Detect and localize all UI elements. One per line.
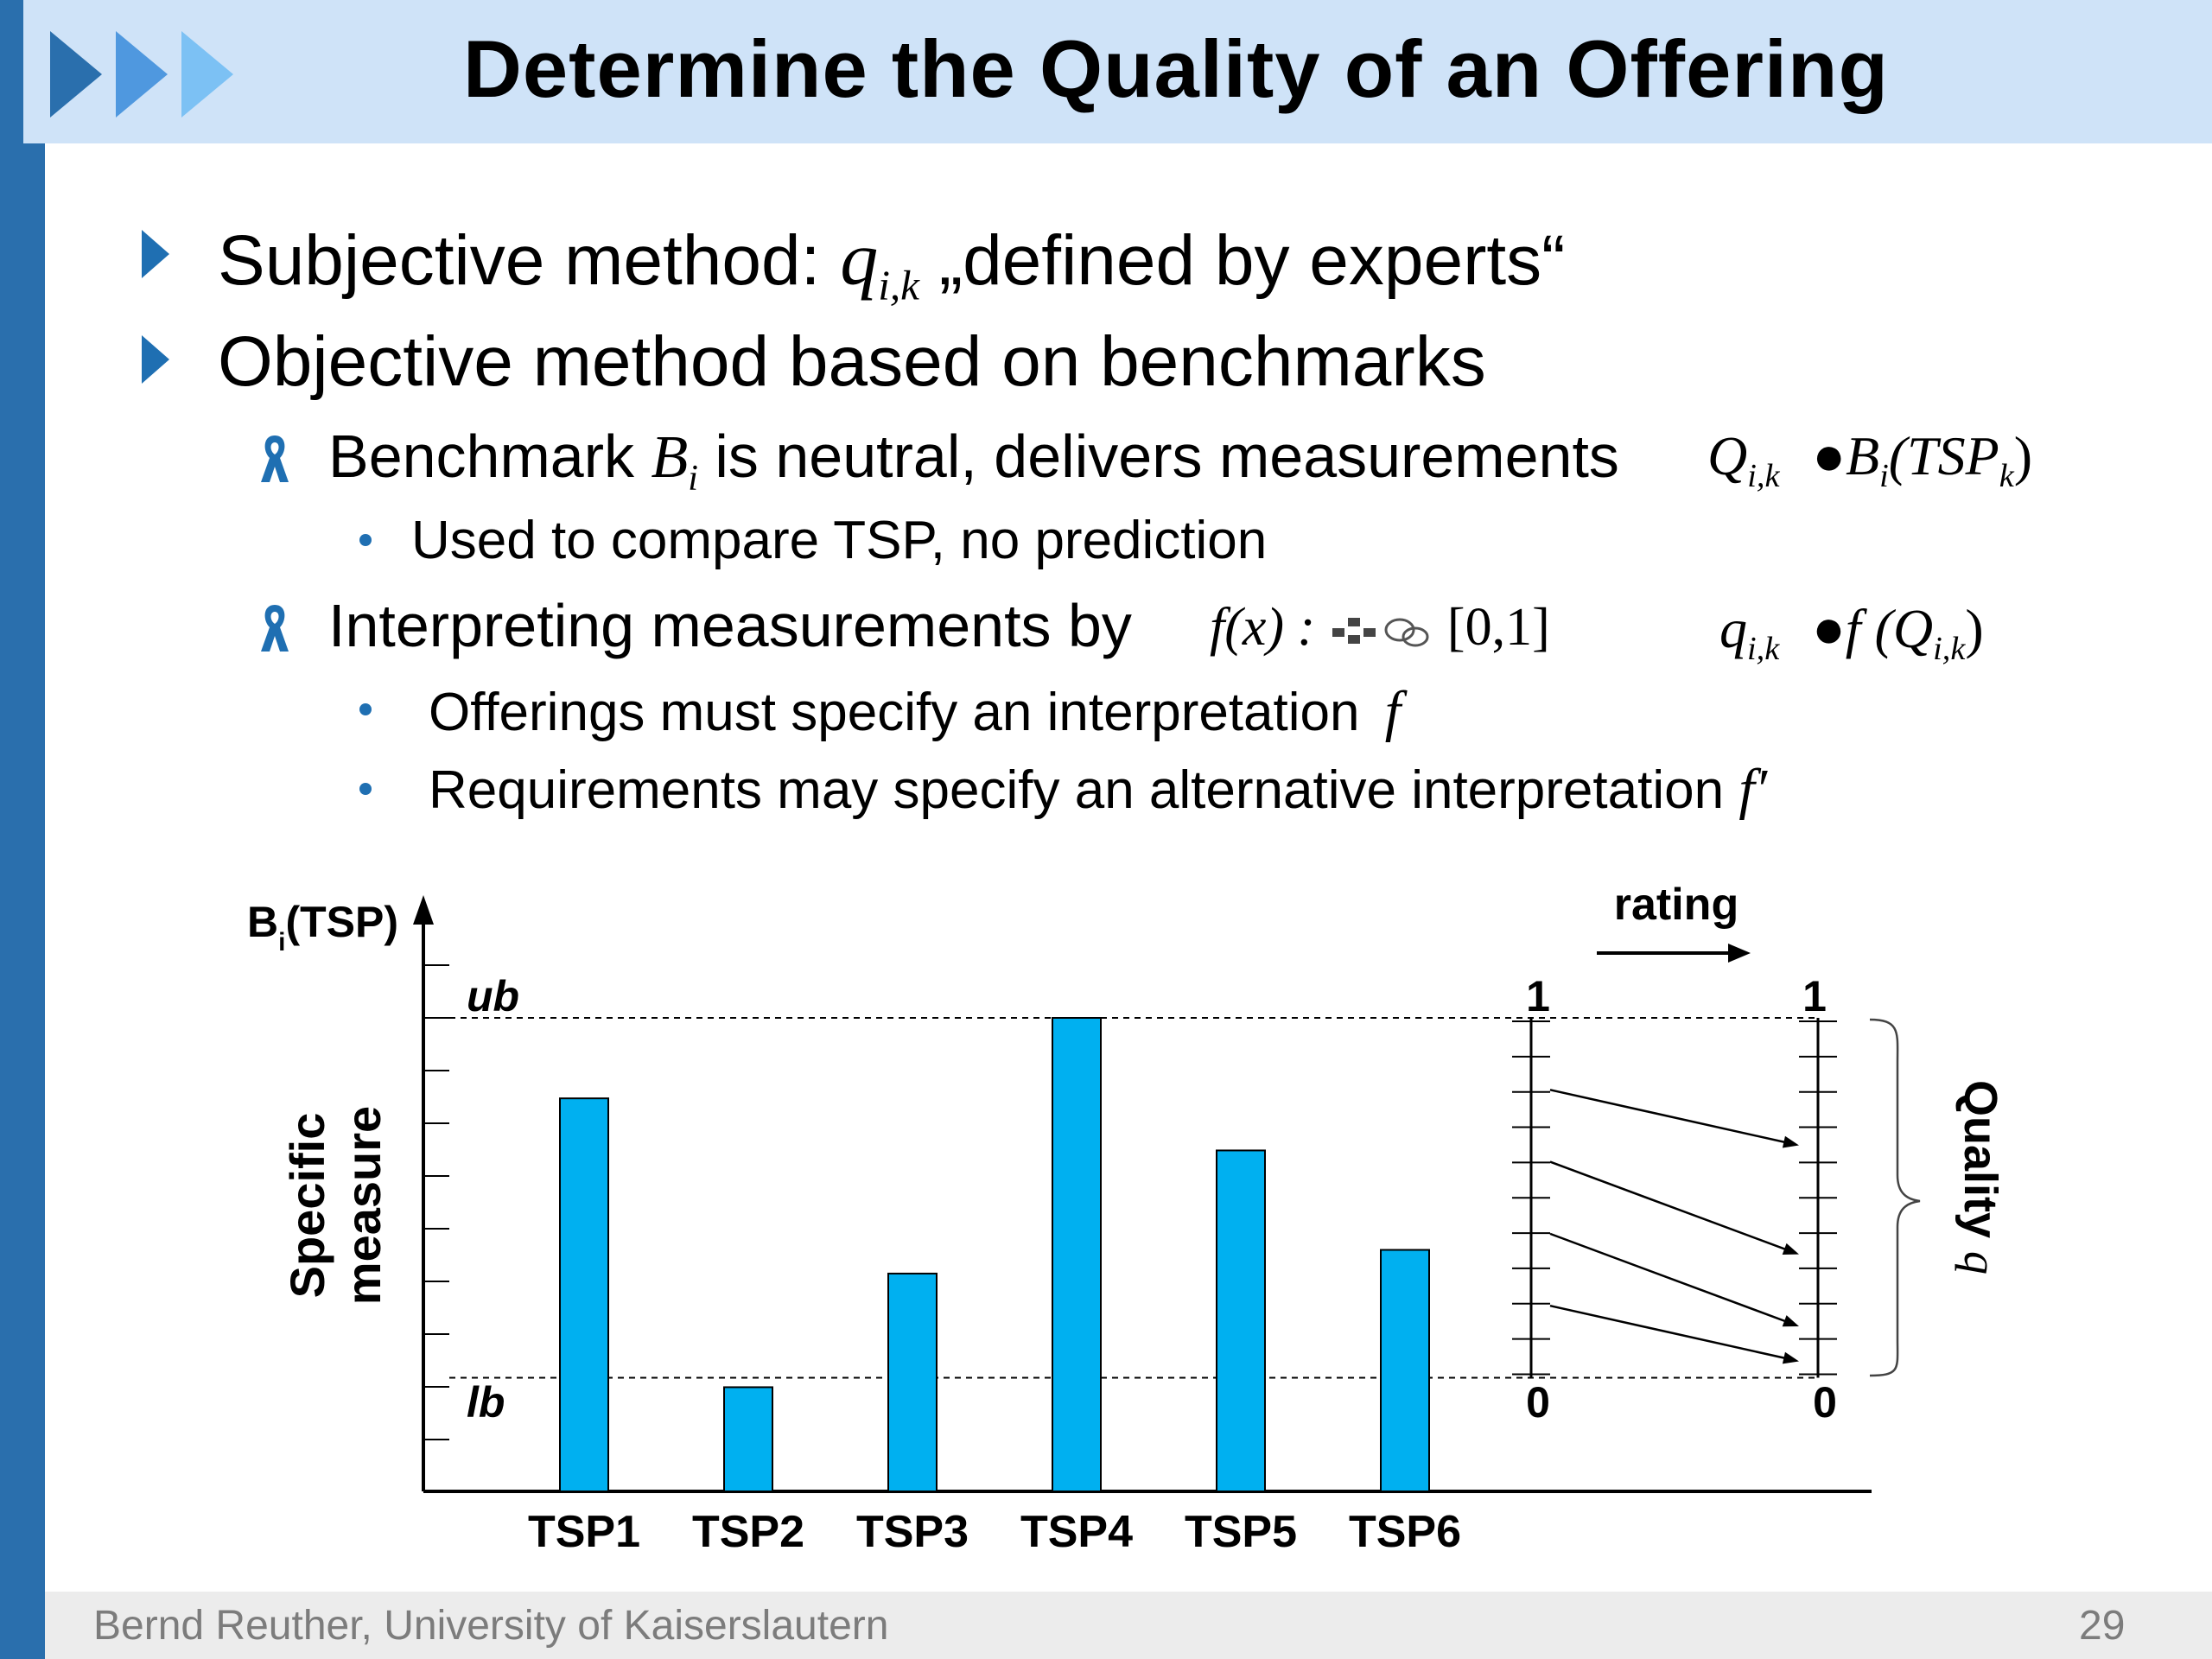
requirements-symbol: f′ <box>1738 758 1768 821</box>
header-arrow-2-icon <box>116 31 168 118</box>
rating-left-bottom: 0 <box>1526 1378 1550 1427</box>
offerings-text: Offerings must specify an interpretation <box>429 683 1375 742</box>
x-tick-label: TSP4 <box>1020 1507 1133 1557</box>
formula-tsp: (TSP <box>1888 425 1999 486</box>
formula-close: ) <box>2013 425 2033 486</box>
rating-left-top: 1 <box>1526 972 1550 1020</box>
bar-tsp1 <box>559 1097 609 1493</box>
bar-tsp6 <box>1380 1249 1430 1493</box>
header-arrows-icon <box>50 31 233 118</box>
formula-tsp-sub: k <box>1999 457 2014 494</box>
y-axis-title-sub: i <box>278 928 285 957</box>
quality-label: Quality q <box>1955 1080 2006 1274</box>
benchmark-suffix: is neutral, delivers measurements <box>697 423 1619 490</box>
page-title: Determine the Quality of an Offering <box>463 23 1889 114</box>
rating-arrow-head-icon <box>1728 944 1751 963</box>
y-axis-label-line2: measure <box>336 1106 391 1305</box>
quality-label-text: Quality <box>1955 1080 2006 1251</box>
bullet-offerings: Offerings must specify an interpretation… <box>429 679 1401 745</box>
benchmark-symbol: B <box>651 424 689 491</box>
formula-fq-sub: i,k <box>1933 630 1966 667</box>
dot-bullet-icon <box>359 783 372 795</box>
rating-mapping-line <box>1549 1232 1793 1325</box>
quality-brace <box>1869 1018 1921 1377</box>
x-tick-label: TSP1 <box>528 1507 640 1557</box>
quality-symbol: q <box>1955 1251 2006 1274</box>
formula-q-lower: q <box>1719 598 1747 659</box>
formula-b: ●B <box>1812 425 1880 486</box>
rating-mapping-line <box>1549 1160 1793 1253</box>
left-accent-strip <box>0 0 45 1659</box>
y-axis-label-line1: Specific <box>280 1113 334 1299</box>
y-axis-title-b: B <box>247 898 278 946</box>
ribbon-bullet-icon <box>261 605 289 652</box>
bar-tsp3 <box>887 1272 938 1493</box>
formula-codomain: [0,1] <box>1446 598 1550 657</box>
triangle-bullet-icon <box>142 230 169 278</box>
y-axis-title: Bi(TSP) <box>247 898 398 957</box>
x-tick-label: TSP2 <box>692 1507 804 1557</box>
subjective-prefix: Subjective method: <box>218 221 841 300</box>
benchmark-prefix: Benchmark <box>328 423 652 490</box>
bullet-subjective: Subjective method: qi,k „defined by expe… <box>218 216 1565 309</box>
x-tick-label: TSP6 <box>1349 1507 1461 1557</box>
dot-bullet-icon <box>359 534 372 546</box>
bar-tsp5 <box>1216 1149 1266 1492</box>
benchmark-formula: Qi,k ●Bi(TSPk) <box>1707 423 2032 495</box>
bullet-objective: Objective method based on benchmarks <box>218 322 1486 401</box>
bullet-benchmark: Benchmark Bi is neutral, delivers measur… <box>328 422 1619 499</box>
bullet-interpreting: Interpreting measurements by <box>328 592 1132 659</box>
chart-axes <box>413 895 1872 1493</box>
page-number: 29 <box>2079 1603 2126 1649</box>
triangle-bullet-icon <box>142 335 169 384</box>
x-tick-label: TSP3 <box>856 1507 969 1557</box>
bullet-requirements: Requirements may specify an alternative … <box>429 757 1767 823</box>
x-tick-label: TSP5 <box>1185 1507 1297 1557</box>
rating-right-bottom: 0 <box>1813 1378 1837 1427</box>
interpreting-formula: f(x) : [0,1] <box>1210 596 1550 658</box>
rating-mapping-arrow-icon <box>1782 1315 1799 1327</box>
title-bar <box>23 0 2212 143</box>
rating-mapping-line <box>1549 1304 1793 1361</box>
offerings-symbol: f <box>1384 680 1402 743</box>
formula-q-lower-sub: i,k <box>1747 630 1780 667</box>
footer-bar <box>45 1592 2212 1659</box>
bullet-used: Used to compare TSP, no prediction <box>411 511 1268 570</box>
y-axis-title-rest: (TSP) <box>285 898 398 946</box>
formula-fx: f(x) : <box>1210 598 1329 657</box>
subjective-suffix: „defined by experts“ <box>918 221 1566 300</box>
bar-tsp2 <box>723 1386 773 1492</box>
header-arrow-1-icon <box>50 31 102 118</box>
y-axis-arrow-icon <box>413 895 434 925</box>
formula-q-upper: Q <box>1707 425 1748 486</box>
formula-fq: ●f (Q <box>1812 598 1934 659</box>
formula-q-upper-sub: i,k <box>1747 457 1780 494</box>
rating-mapping-arrow-icon <box>1782 1135 1799 1148</box>
bar-tsp4 <box>1052 1017 1102 1492</box>
subjective-symbol: q <box>840 218 879 302</box>
benchmark-sub: i <box>688 459 698 499</box>
formula-fq-close: ) <box>1965 598 1984 659</box>
rating-scale <box>1512 1018 1837 1378</box>
garbled-glyph-icon <box>1332 617 1429 647</box>
rating-mapping-arrow-icon <box>1782 1243 1799 1255</box>
chart-bars: TSP1 TSP2 TSP3 TSP4 TSP5 TSP6 <box>528 1017 1461 1557</box>
footer-author: Bernd Reuther, University of Kaiserslaut… <box>93 1603 889 1649</box>
interpreting-rhs-formula: qi,k ●f (Qi,k) <box>1719 596 1984 668</box>
ub-label: ub <box>467 972 519 1020</box>
subjective-sub: i,k <box>878 261 919 309</box>
ribbon-bullet-icon <box>261 435 289 482</box>
rating-mapping-line <box>1549 1089 1793 1145</box>
formula-b-sub: i <box>1879 457 1889 494</box>
requirements-text: Requirements may specify an alternative … <box>429 760 1739 820</box>
dot-bullet-icon <box>359 703 372 715</box>
lb-label: lb <box>467 1378 505 1427</box>
rating-label: rating <box>1614 880 1738 930</box>
header-arrow-3-icon <box>181 31 233 118</box>
rating-mapping-arrow-icon <box>1782 1351 1799 1364</box>
rating-right-top: 1 <box>1802 972 1827 1020</box>
